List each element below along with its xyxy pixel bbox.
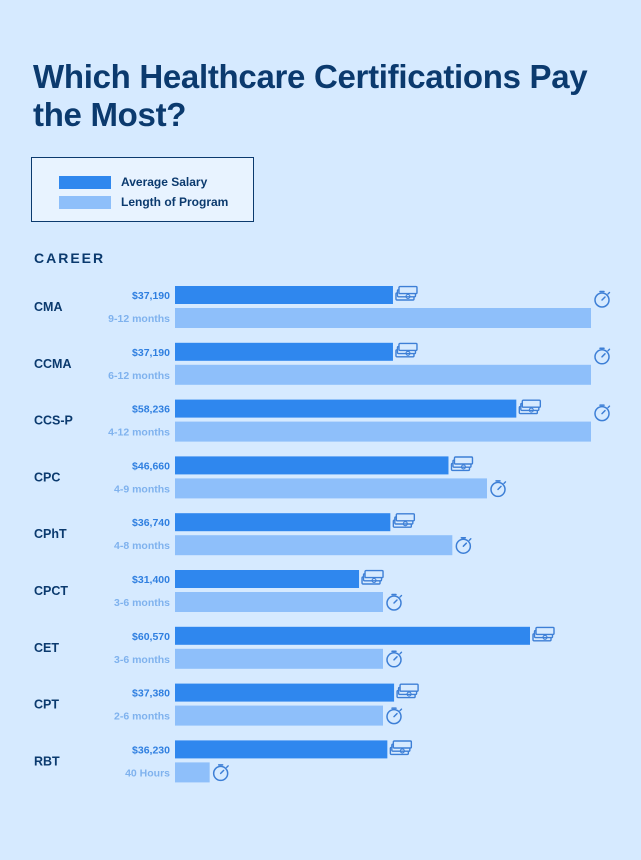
salary-value-label: $58,236	[132, 404, 170, 416]
salary-value-label: $36,740	[132, 517, 170, 529]
program-bar	[175, 478, 487, 499]
stopwatch-icon	[594, 347, 611, 365]
program-bar	[175, 705, 383, 726]
salary-bar	[175, 570, 360, 588]
program-value-label: 3-6 months	[114, 654, 170, 666]
salary-bar	[175, 456, 449, 475]
stopwatch-icon	[490, 480, 507, 498]
salary-bar	[175, 626, 530, 645]
program-bar	[175, 592, 383, 612]
stopwatch-icon	[386, 593, 403, 611]
chart-row: CCS-P $58,236 4-12 months	[34, 399, 591, 442]
program-value-label: 4-12 months	[108, 427, 170, 439]
category-label: CPCT	[34, 584, 68, 598]
salary-bar	[175, 740, 388, 759]
chart-row: CPT $37,380 2-6 months	[34, 683, 395, 726]
salary-value-label: $46,660	[132, 460, 170, 472]
legend-item-salary: Average Salary	[59, 175, 207, 189]
salary-value-label: $31,400	[132, 574, 170, 586]
legend-swatch-program	[59, 195, 111, 209]
program-value-label: 6-12 months	[108, 370, 170, 382]
legend-swatch-salary	[59, 175, 111, 189]
category-label: CPhT	[34, 527, 67, 541]
program-bar	[175, 762, 210, 783]
category-label: CPT	[34, 698, 59, 712]
stopwatch-icon	[594, 290, 611, 308]
money-icon	[450, 456, 474, 472]
money-icon	[395, 285, 418, 301]
stopwatch-icon	[594, 404, 611, 422]
legend: Average Salary Length of Program	[31, 157, 254, 222]
category-label: RBT	[34, 754, 60, 768]
program-bar	[175, 535, 453, 556]
salary-bar	[175, 683, 395, 702]
salary-bar	[175, 342, 393, 361]
salary-value-label: $60,570	[132, 631, 170, 643]
salary-bar	[175, 286, 393, 304]
salary-value-label: $37,380	[132, 688, 170, 700]
stopwatch-icon	[212, 764, 229, 782]
chart-row: RBT $36,230 40 Hours	[34, 740, 388, 783]
program-bar	[175, 648, 383, 669]
stopwatch-icon	[455, 536, 472, 554]
salary-bar	[175, 399, 517, 418]
money-icon	[396, 683, 419, 699]
program-value-label: 3-6 months	[114, 597, 170, 609]
chart-row: CPhT $36,740 4-8 months	[34, 513, 453, 556]
program-bar	[175, 308, 591, 328]
legend-item-program: Length of Program	[59, 195, 228, 209]
program-value-label: 2-6 months	[114, 711, 170, 723]
program-bar	[175, 421, 591, 442]
chart-row: CMA $37,190 9-12 months	[34, 286, 591, 328]
legend-label-salary: Average Salary	[121, 175, 208, 189]
program-value-label: 40 Hours	[125, 767, 170, 779]
chart-title: Which Healthcare Certifications Pay the …	[33, 58, 588, 133]
category-label: CCMA	[34, 357, 72, 371]
chart-row: CPC $46,660 4-9 months	[34, 456, 487, 499]
chart-row: CPCT $31,400 3-6 months	[34, 570, 383, 612]
program-value-label: 9-12 months	[108, 313, 170, 325]
chart-row: CCMA $37,190 6-12 months	[34, 342, 591, 385]
chart-row: CET $60,570 3-6 months	[34, 626, 530, 669]
career-heading: CAREER	[34, 250, 106, 266]
money-icon	[532, 626, 555, 642]
category-label: CET	[34, 641, 59, 655]
program-bar	[175, 364, 591, 385]
program-value-label: 4-9 months	[114, 483, 170, 495]
money-icon	[395, 342, 418, 358]
salary-value-label: $36,230	[132, 744, 170, 756]
stopwatch-icon	[386, 650, 403, 668]
money-icon	[361, 569, 384, 585]
money-icon	[392, 513, 416, 528]
money-icon	[389, 740, 413, 756]
category-label: CMA	[34, 300, 62, 314]
category-label: CPC	[34, 470, 60, 484]
legend-label-program: Length of Program	[121, 195, 229, 209]
money-icon	[518, 399, 542, 415]
stopwatch-icon	[386, 707, 403, 725]
category-label: CCS-P	[34, 414, 73, 428]
salary-value-label: $37,190	[132, 290, 170, 302]
salary-bar	[175, 513, 391, 532]
program-value-label: 4-8 months	[114, 540, 170, 552]
salary-value-label: $37,190	[132, 347, 170, 359]
